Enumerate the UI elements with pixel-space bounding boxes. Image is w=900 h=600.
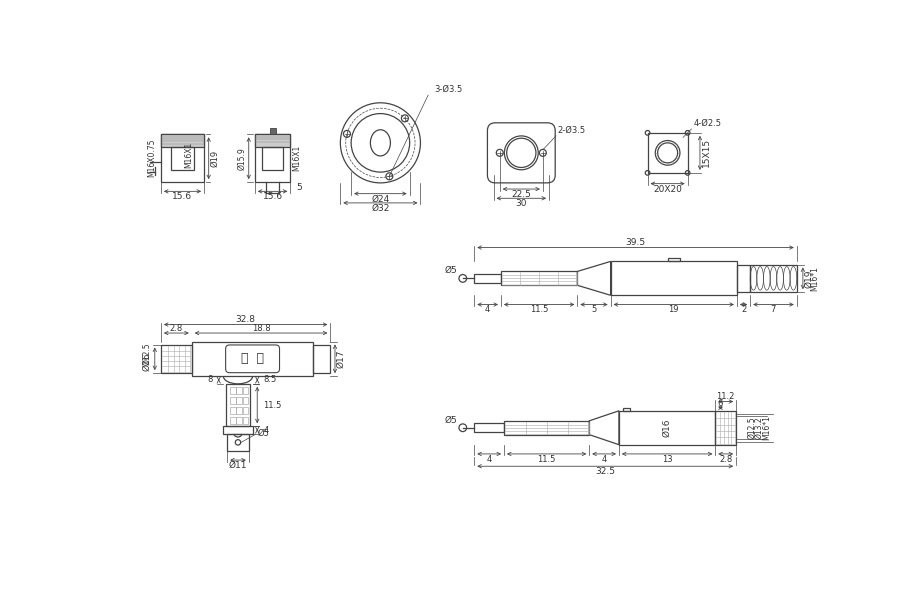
Text: 锦  连: 锦 连	[241, 352, 264, 365]
Text: 8.5: 8.5	[264, 376, 276, 385]
Text: 4: 4	[487, 455, 491, 464]
Bar	[243, 417, 248, 424]
Bar	[474, 274, 501, 283]
Text: M16*1: M16*1	[762, 415, 771, 440]
Bar	[192, 341, 313, 376]
Bar	[269, 128, 275, 134]
Bar	[648, 133, 688, 173]
Text: 11.5: 11.5	[537, 455, 556, 464]
Text: Ø13.2: Ø13.2	[755, 416, 764, 439]
Bar	[237, 397, 242, 404]
Bar	[230, 407, 236, 414]
Text: 4: 4	[485, 305, 490, 314]
Text: 2: 2	[741, 305, 746, 314]
Text: Ø17: Ø17	[337, 350, 346, 368]
Bar	[313, 344, 330, 373]
Text: Ø19: Ø19	[805, 269, 814, 287]
Bar	[243, 397, 248, 404]
Text: Ø11: Ø11	[229, 461, 248, 470]
Text: 20X20: 20X20	[653, 185, 682, 194]
Text: 15X15: 15X15	[702, 138, 711, 167]
Text: 32.8: 32.8	[236, 314, 256, 323]
Text: Ø12.5: Ø12.5	[747, 416, 756, 439]
Text: 4: 4	[601, 455, 607, 464]
Text: 30: 30	[516, 199, 527, 208]
Text: 39.5: 39.5	[626, 238, 645, 247]
Bar	[230, 397, 236, 404]
Bar	[171, 146, 194, 170]
Bar	[227, 434, 248, 451]
Bar	[610, 262, 737, 295]
Text: 13: 13	[662, 455, 672, 464]
Text: 4: 4	[264, 425, 268, 434]
Text: 15.6: 15.6	[173, 192, 193, 201]
Bar	[161, 134, 204, 182]
Text: 6: 6	[718, 398, 724, 407]
Text: 19: 19	[669, 305, 679, 314]
Text: Ø5: Ø5	[258, 428, 270, 437]
Bar	[222, 426, 254, 434]
Bar	[243, 387, 248, 394]
Bar	[504, 421, 590, 434]
Bar	[255, 134, 291, 146]
Bar	[227, 384, 249, 426]
Bar	[161, 134, 204, 146]
Bar	[737, 265, 751, 292]
Text: 15.6: 15.6	[263, 192, 283, 201]
Text: 2.8: 2.8	[170, 324, 183, 333]
Text: 11.2: 11.2	[716, 392, 735, 401]
Text: Ø5: Ø5	[445, 266, 457, 275]
Bar	[262, 146, 284, 170]
Bar	[474, 423, 504, 433]
Text: 2-Ø3.5: 2-Ø3.5	[557, 126, 586, 135]
Bar	[716, 411, 736, 445]
Bar	[230, 387, 236, 394]
Text: M16X0.75: M16X0.75	[148, 139, 157, 178]
Text: 3-Ø3.5: 3-Ø3.5	[435, 85, 463, 94]
Text: Ø32: Ø32	[371, 204, 390, 213]
Text: 11.5: 11.5	[264, 401, 282, 410]
Text: 5: 5	[296, 183, 302, 192]
Text: Ø24: Ø24	[372, 194, 390, 203]
Text: 5: 5	[591, 305, 597, 314]
Bar	[237, 417, 242, 424]
Text: Ø15.9: Ø15.9	[238, 147, 247, 170]
Bar	[255, 134, 291, 182]
Bar	[501, 271, 578, 285]
Text: 8: 8	[207, 376, 212, 385]
Bar	[230, 417, 236, 424]
Bar	[668, 257, 680, 262]
Text: 11.5: 11.5	[530, 305, 548, 314]
Text: Ø16: Ø16	[662, 418, 671, 437]
Text: 22.5: 22.5	[511, 190, 531, 199]
Bar	[237, 407, 242, 414]
Text: M16*1: M16*1	[811, 266, 820, 291]
Text: Ø12.5: Ø12.5	[142, 342, 151, 365]
Text: Ø19: Ø19	[211, 149, 220, 167]
Text: 32.5: 32.5	[595, 467, 616, 476]
Bar	[161, 344, 192, 373]
Bar	[751, 265, 797, 292]
Text: 18.8: 18.8	[252, 324, 270, 333]
Text: 7: 7	[770, 305, 776, 314]
Bar	[619, 411, 716, 445]
Bar	[237, 387, 242, 394]
Text: 4-Ø2.5: 4-Ø2.5	[694, 118, 722, 127]
Bar	[243, 407, 248, 414]
Text: 2.8: 2.8	[719, 455, 733, 464]
Text: Ø5: Ø5	[445, 416, 457, 425]
Text: M16X1: M16X1	[184, 141, 194, 167]
Bar	[623, 408, 631, 411]
Text: M16X1: M16X1	[292, 145, 301, 172]
Text: Ø16: Ø16	[142, 353, 151, 371]
